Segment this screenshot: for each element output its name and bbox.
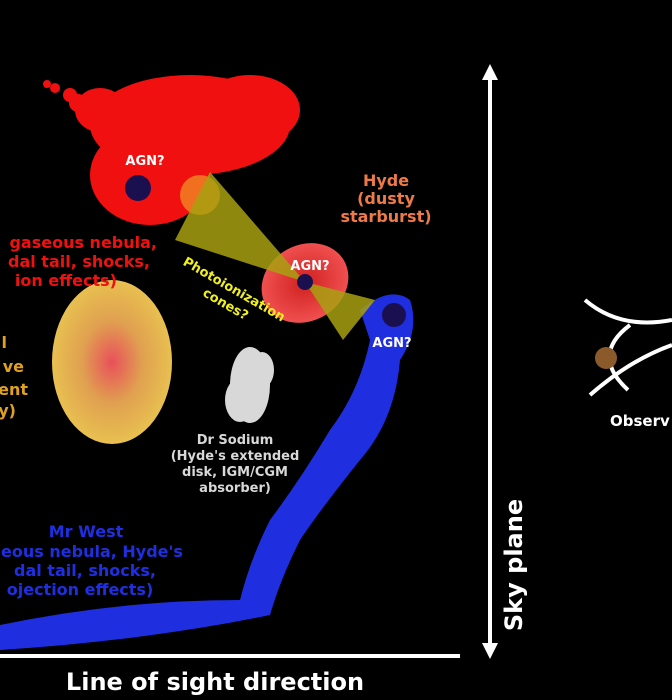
- agn-label: AGN?: [125, 154, 164, 169]
- hyde-label: (dusty: [357, 189, 415, 208]
- yellow-galaxy-label: l: [2, 333, 7, 352]
- mr-west-label: Mr West: [49, 522, 124, 541]
- line-of-sight-label: Line of sight direction: [66, 668, 364, 696]
- dr-sodium-label: (Hyde's extended: [171, 449, 300, 464]
- observer-label: Observ: [610, 412, 670, 430]
- red-nebula-label: gaseous nebula,: [9, 233, 157, 252]
- mr-west-label: eous nebula, Hyde's: [1, 542, 183, 561]
- red-nebula-label: ion effects): [15, 271, 117, 290]
- agn-dot: [297, 274, 313, 290]
- mr-west-label: dal tail, shocks,: [14, 561, 156, 580]
- dr-sodium-label: Dr Sodium: [197, 433, 274, 448]
- mr-west-label: ojection effects): [7, 580, 154, 599]
- red-nebula-label: dal tail, shocks,: [8, 252, 150, 271]
- mr-west-tail: [0, 294, 414, 650]
- yellow-galaxy-label: ve: [3, 357, 24, 376]
- yellow-galaxy-label: y): [0, 401, 16, 420]
- yellow-galaxy-label: ent: [0, 380, 28, 399]
- observer-eye: [583, 298, 672, 397]
- agn-label: AGN?: [290, 259, 329, 274]
- dr-sodium-cloud: [225, 347, 274, 423]
- agn-dot: [125, 175, 151, 201]
- sky-plane-label: Sky plane: [500, 499, 528, 631]
- cone: [305, 282, 375, 340]
- agn-label: AGN?: [372, 336, 411, 351]
- dr-sodium-label: absorber): [199, 481, 271, 496]
- axes: [0, 64, 498, 659]
- hyde-label: Hyde: [363, 171, 409, 190]
- yellow-galaxy: [52, 280, 172, 444]
- agn-dot: [382, 303, 406, 327]
- dr-sodium-label: disk, IGM/CGM: [182, 465, 288, 480]
- hyde-label: starburst): [340, 207, 431, 226]
- cone: [175, 172, 305, 282]
